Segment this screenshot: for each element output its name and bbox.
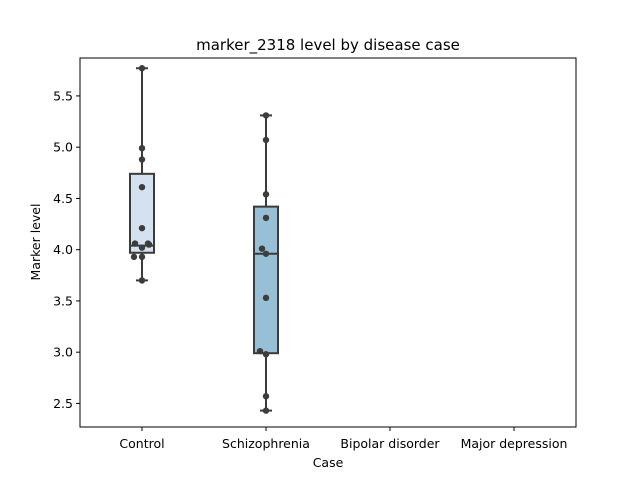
data-point xyxy=(138,65,146,72)
y-tick-label: 5.0 xyxy=(53,140,73,155)
data-point xyxy=(262,250,270,257)
y-axis-label: Marker level xyxy=(28,204,43,281)
data-point xyxy=(138,183,146,191)
y-tick-label: 3.5 xyxy=(53,293,73,308)
chart-title: marker_2318 level by disease case xyxy=(196,36,460,55)
x-tick-label: Control xyxy=(119,436,164,451)
plot-frame xyxy=(79,57,577,428)
y-tick-label: 4.0 xyxy=(53,242,73,257)
y-tick-label: 2.5 xyxy=(53,396,73,411)
x-axis: Control Schizophrenia Bipolar disorder Majo… xyxy=(119,427,567,451)
data-point xyxy=(262,191,270,198)
data-point xyxy=(138,277,146,284)
y-tick-label: 3.0 xyxy=(53,345,73,360)
data-point xyxy=(262,407,270,414)
data-point xyxy=(262,393,270,400)
data-point xyxy=(130,253,138,261)
data-point xyxy=(131,240,139,247)
data-point xyxy=(256,347,264,355)
y-tick-label: 5.5 xyxy=(53,88,73,103)
data-point xyxy=(262,136,270,144)
x-tick-label: Schizophrenia xyxy=(222,436,310,451)
box xyxy=(253,205,279,355)
data-point xyxy=(258,245,266,252)
x-axis-label: Case xyxy=(313,455,344,470)
data-point xyxy=(262,351,270,358)
data-point xyxy=(144,240,152,247)
data-point xyxy=(262,294,270,302)
data-point xyxy=(262,112,270,119)
data-point xyxy=(138,224,146,232)
plot-content xyxy=(129,65,279,414)
x-tick-label: Major depression xyxy=(461,436,568,451)
x-tick-label: Bipolar disorder xyxy=(340,436,440,451)
data-point xyxy=(262,214,270,222)
y-tick-label: 4.5 xyxy=(53,191,73,206)
data-point xyxy=(138,156,146,163)
y-axis: 2.5 3.0 3.5 4.0 4.5 5.0 5.5 xyxy=(53,88,80,411)
data-point xyxy=(138,244,146,251)
data-point xyxy=(138,253,146,261)
data-point xyxy=(138,145,146,152)
box-group xyxy=(253,114,279,412)
